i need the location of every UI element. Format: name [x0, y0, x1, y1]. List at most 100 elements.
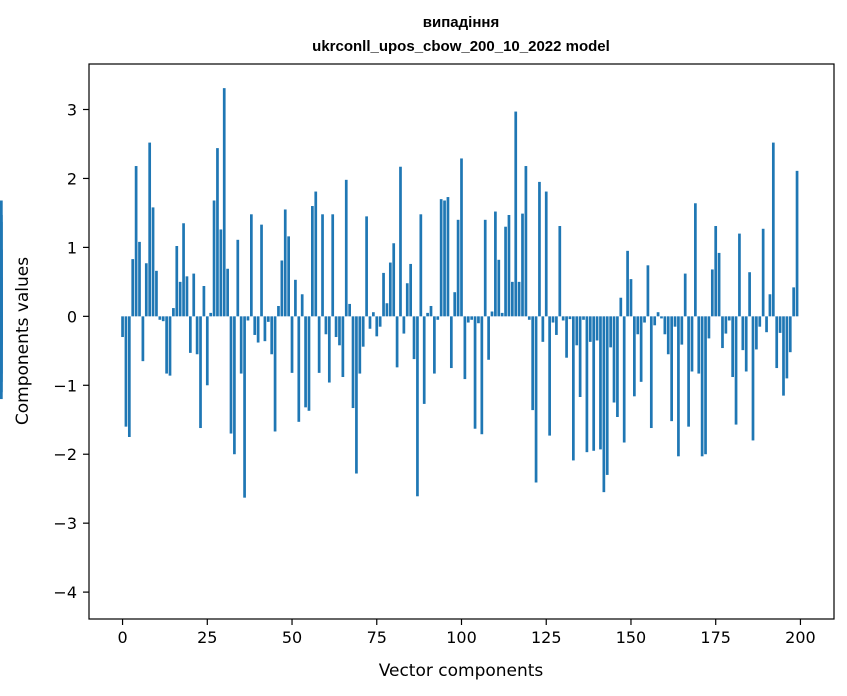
bar-62 [331, 214, 335, 317]
bar-106 [480, 316, 484, 435]
bar-155 [646, 265, 650, 317]
bar-191 [768, 294, 772, 317]
y-tick-label: −2 [53, 445, 77, 464]
bar-131 [565, 316, 568, 358]
bar-77 [382, 272, 385, 317]
bar-196 [785, 316, 789, 379]
bar-113 [504, 226, 507, 317]
bar-108 [487, 316, 490, 360]
bar-125 [544, 191, 548, 317]
bar-132 [568, 316, 572, 320]
bar-170 [697, 316, 701, 374]
bar-161 [666, 316, 670, 355]
bar-169 [694, 203, 697, 317]
bar-183 [741, 316, 745, 351]
bar-16 [175, 246, 179, 317]
bar-73 [368, 316, 372, 329]
bar-141 [599, 316, 602, 450]
bar-76 [378, 316, 382, 327]
x-tick-label: 100 [446, 628, 477, 647]
bar-27 [212, 200, 216, 317]
bar-178 [724, 316, 728, 334]
bar-19 [185, 276, 189, 317]
bar-115 [510, 281, 514, 317]
bar-66 [344, 179, 348, 317]
bar-undefined [0, 312, 3, 317]
bar-2 [127, 316, 131, 437]
bar-undefined [0, 316, 3, 382]
bar-52 [297, 316, 301, 422]
bar-59 [321, 214, 324, 317]
bar-58 [317, 316, 321, 373]
bar-164 [677, 316, 680, 457]
bar-145 [612, 316, 616, 403]
bar-96 [446, 197, 450, 317]
bar-111 [497, 259, 501, 317]
x-tick-label: 0 [117, 628, 127, 647]
bar-102 [466, 316, 470, 323]
bar-75 [375, 316, 379, 337]
bar-119 [524, 166, 528, 317]
bar-176 [717, 252, 721, 317]
bar-55 [307, 316, 311, 411]
bar-15 [172, 308, 175, 317]
bar-47 [280, 260, 284, 317]
bar-181 [734, 316, 738, 425]
bar-175 [714, 226, 718, 317]
bar-23 [199, 316, 202, 429]
bar-149 [626, 250, 629, 317]
bar-197 [788, 316, 792, 353]
x-tick-label: 25 [197, 628, 217, 647]
bar-56 [311, 206, 314, 317]
bar-186 [751, 316, 755, 441]
bar-133 [572, 316, 575, 461]
bar-166 [683, 273, 687, 317]
bar-107 [483, 219, 487, 317]
bar-79 [388, 262, 392, 317]
bar-139 [592, 316, 596, 451]
bar-159 [660, 316, 663, 319]
bar-147 [619, 297, 623, 317]
y-tick-label: 3 [67, 101, 77, 120]
bar-180 [731, 316, 735, 378]
bar-22 [195, 316, 199, 355]
bar-187 [755, 316, 758, 350]
bar-18 [182, 223, 185, 317]
y-tick-label: −4 [53, 583, 77, 602]
bar-171 [700, 316, 704, 457]
bar-116 [514, 111, 518, 317]
bar-114 [507, 214, 511, 317]
bar-44 [270, 316, 274, 355]
bar-undefined [0, 200, 3, 317]
bar-143 [605, 316, 609, 475]
bar-135 [578, 316, 582, 397]
bar-54 [304, 316, 307, 408]
bar-34 [236, 239, 240, 317]
bar-13 [165, 316, 168, 374]
bar-137 [585, 316, 589, 453]
bar-130 [561, 316, 565, 321]
x-tick-label: 150 [616, 628, 647, 647]
bar-154 [643, 316, 646, 323]
bar-151 [633, 316, 636, 397]
bar-134 [575, 316, 579, 346]
bar-188 [758, 316, 762, 327]
bar-50 [290, 316, 294, 373]
bar-105 [477, 316, 480, 324]
bar-80 [392, 243, 396, 317]
bar-12 [161, 316, 165, 322]
bar-83 [402, 316, 406, 334]
bar-185 [748, 272, 751, 317]
bar-4 [134, 166, 138, 317]
bar-45 [273, 316, 277, 432]
y-tick-label: −3 [53, 514, 77, 533]
bar-123 [538, 181, 541, 317]
bar-177 [721, 316, 724, 349]
bar-142 [602, 316, 606, 493]
bar-7 [144, 263, 148, 317]
bar-124 [541, 316, 545, 342]
bar-167 [687, 316, 690, 427]
bar-87 [416, 316, 419, 497]
bar-35 [239, 316, 243, 374]
